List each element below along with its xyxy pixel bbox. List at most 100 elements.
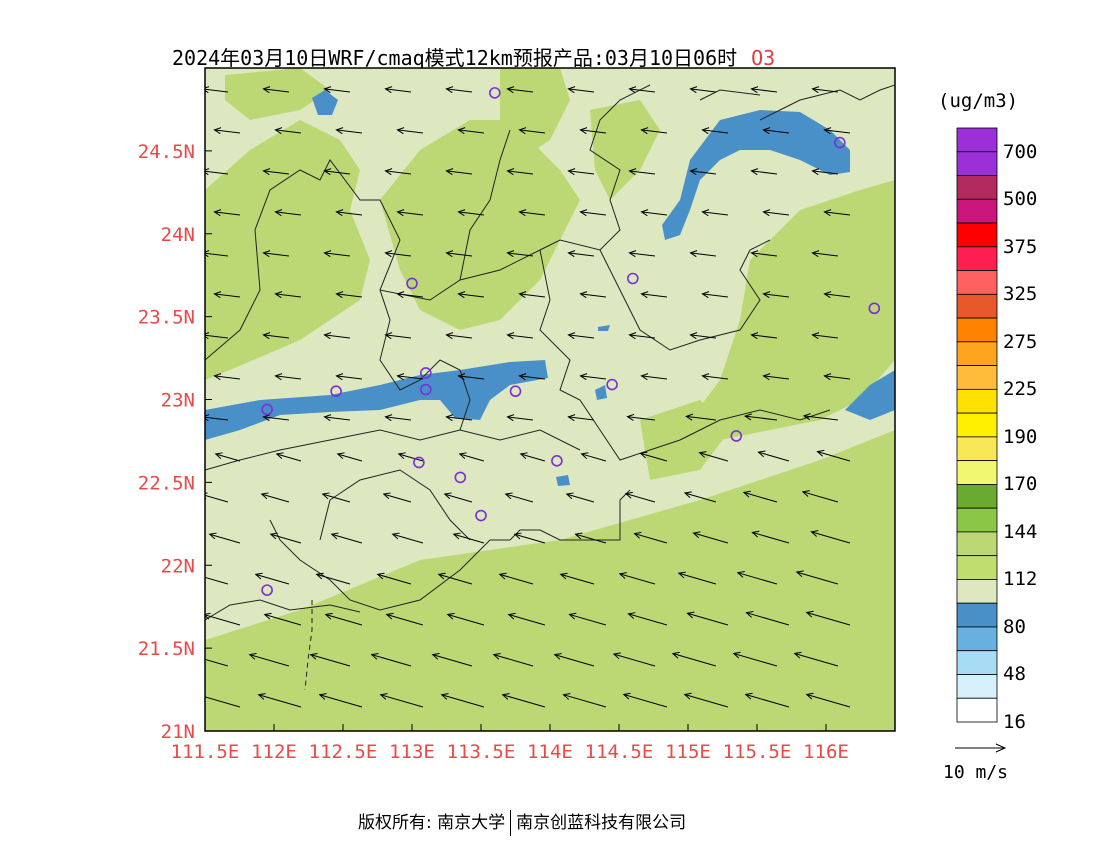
colorbar-unit: (ug/m3)	[938, 90, 1019, 112]
wind-arrow	[559, 572, 595, 585]
station-marker	[730, 430, 743, 442]
title-pollutant: O3	[751, 46, 776, 70]
wind-arrow	[275, 452, 302, 462]
wind-arrow	[811, 332, 838, 340]
field-west	[205, 120, 370, 380]
colorbar-label: 500	[1003, 188, 1038, 211]
wind-arrow	[640, 373, 667, 381]
wind-arrow	[811, 168, 838, 176]
station-marker	[454, 471, 467, 484]
wind-arrow	[689, 86, 716, 94]
lon-tick-label: 113E	[389, 741, 435, 763]
wind-arrow	[823, 127, 850, 135]
wind-arrow	[567, 250, 594, 258]
wind-arrow	[518, 291, 545, 299]
wind-arrow	[626, 413, 655, 421]
axes: 111.5E 112E 112.5E 113E 113.5E 114E 114.5E 115E…	[138, 141, 849, 763]
wind-arrow	[628, 332, 655, 340]
wind-arrow	[208, 532, 241, 544]
wind-arrow	[397, 452, 424, 462]
colorbar-swatch	[956, 388, 998, 414]
colorbar-swatch	[956, 365, 998, 390]
wind-vectors	[205, 86, 851, 708]
station-marker	[330, 385, 342, 398]
field-north-central	[380, 120, 580, 330]
wind-arrow	[262, 250, 289, 258]
wind-arrow	[335, 127, 362, 135]
wind-arrow	[762, 373, 789, 381]
station-marker	[261, 403, 273, 416]
field-blue-se	[845, 370, 895, 420]
wind-arrow	[323, 332, 350, 340]
wind-arrow	[757, 450, 790, 462]
wind-arrow	[518, 209, 545, 217]
lon-tick-label: 113.5E	[447, 741, 516, 763]
lon-tick-label: 114E	[527, 741, 573, 763]
concentration-field	[205, 68, 895, 731]
wind-arrow	[370, 652, 412, 667]
wind-arrow	[507, 612, 546, 626]
wind-arrow	[440, 693, 485, 708]
wind-arrow	[567, 168, 594, 176]
lon-tick-label: 116E	[803, 741, 849, 763]
field-upper-strip	[500, 68, 570, 160]
wind-arrow	[701, 291, 728, 299]
wind-arrow	[330, 532, 363, 544]
wind-arrow	[628, 168, 655, 176]
wind-arrow	[431, 652, 473, 667]
wind-arrow	[633, 531, 668, 544]
wind-arrow	[396, 209, 423, 217]
wind-arrow	[689, 332, 716, 340]
station-marker	[261, 584, 273, 596]
wind-arrow	[627, 612, 668, 626]
wind-arrow	[762, 209, 789, 217]
wind-arrow	[396, 373, 423, 381]
wind-arrow	[205, 696, 241, 708]
wind-arrow	[692, 531, 729, 544]
colorbar-label: 144	[1003, 520, 1038, 543]
colorbar-label: 325	[1003, 283, 1038, 306]
colorbar-swatch	[956, 436, 998, 462]
colorbar-swatch	[956, 198, 998, 224]
wind-arrow	[205, 612, 241, 626]
footer-right: 南京创蓝科技有限公司	[516, 813, 687, 833]
wind-arrow	[262, 168, 289, 176]
wind-arrow	[750, 332, 777, 340]
wind-arrow	[579, 127, 606, 135]
wind-arrow	[574, 532, 607, 544]
lat-tick-label: 24N	[161, 224, 195, 246]
station-marker	[413, 456, 425, 469]
wind-arrow	[323, 168, 350, 176]
colorbar-label: 48	[1003, 663, 1026, 686]
wind-arrow	[205, 332, 228, 340]
wind-arrow	[384, 86, 411, 94]
wind-arrow	[445, 168, 472, 176]
wind-arrow	[445, 332, 472, 340]
wind-arrow	[205, 86, 228, 94]
wind-arrow	[689, 168, 716, 176]
wind-arrow	[698, 451, 729, 462]
wind-arrow	[701, 127, 728, 135]
wind-arrow	[335, 291, 362, 299]
colorbar-swatch	[956, 697, 998, 723]
colorbar-swatch	[956, 460, 998, 485]
wind-arrow	[565, 492, 595, 503]
copyright-footer: 版权所有: 南京大学 南京创蓝科技有限公司	[358, 808, 686, 836]
lon-tick-label: 111.5E	[171, 741, 240, 763]
field-blue-dot-2	[556, 475, 570, 486]
wind-arrow	[640, 127, 667, 135]
wind-arrow	[762, 127, 789, 135]
wind-arrow	[793, 651, 839, 667]
wind-arrow	[457, 209, 484, 217]
wind-arrow	[518, 373, 545, 381]
colorbar-label: 275	[1003, 330, 1038, 353]
wind-arrow	[801, 490, 839, 503]
wind-arrow	[254, 572, 290, 585]
wind-arrow	[742, 490, 778, 503]
wind-arrow	[745, 611, 790, 626]
wind-arrow	[445, 414, 472, 422]
wind-arrow	[382, 492, 412, 503]
colorbar-label: 80	[1003, 615, 1026, 638]
wind-arrow	[458, 452, 485, 462]
wind-arrow	[802, 413, 838, 421]
